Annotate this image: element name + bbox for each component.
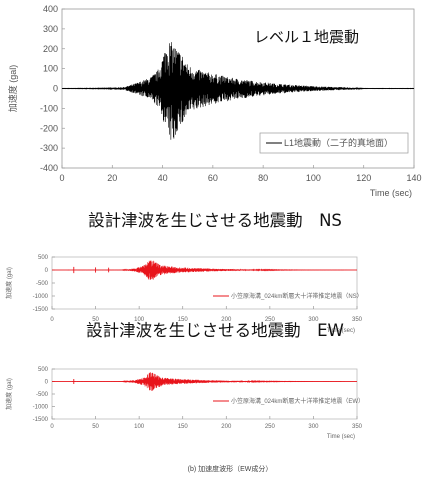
x-tick-label: 140 bbox=[406, 173, 421, 183]
x-tick-label: 80 bbox=[258, 173, 268, 183]
y-axis-title: 加速度 (gal) bbox=[5, 267, 13, 299]
y-tick-label: -200 bbox=[40, 123, 58, 133]
x-axis-title: Time (sec) bbox=[327, 328, 355, 334]
y-tick-label: -1500 bbox=[33, 307, 49, 313]
x-tick-label: 100 bbox=[134, 424, 145, 430]
y-tick-label: -300 bbox=[40, 143, 58, 153]
plot-frame-2 bbox=[51, 368, 358, 420]
waveform-trace-0 bbox=[61, 42, 415, 140]
x-tick-label: 100 bbox=[306, 173, 321, 183]
y-tick-label: -500 bbox=[36, 281, 49, 287]
x-tick-label: 100 bbox=[134, 317, 145, 323]
plot-frame-1 bbox=[51, 256, 358, 310]
x-tick-label: 150 bbox=[178, 317, 189, 323]
x-tick-label: 300 bbox=[308, 424, 319, 430]
y-tick-label: -1000 bbox=[33, 405, 49, 411]
x-tick-label: 200 bbox=[221, 424, 232, 430]
y-tick-label: -500 bbox=[36, 392, 49, 398]
x-tick-label: 60 bbox=[208, 173, 218, 183]
y-tick-label: 0 bbox=[45, 380, 49, 386]
x-tick-label: 200 bbox=[221, 317, 232, 323]
y-tick-label: 300 bbox=[43, 24, 58, 34]
y-axis-title: 加速度 (gal) bbox=[7, 65, 18, 113]
waveform-trace-2 bbox=[52, 372, 357, 391]
x-tick-label: 250 bbox=[265, 317, 276, 323]
x-tick-label: 0 bbox=[59, 173, 64, 183]
legend-label: 小笠原海溝_024km断層大十洋帯推定地震（NS） bbox=[231, 292, 363, 300]
y-tick-label: -400 bbox=[40, 163, 58, 173]
legend-box bbox=[259, 132, 409, 154]
x-axis-title: Time (sec) bbox=[327, 434, 355, 440]
x-tick-label: 0 bbox=[50, 424, 54, 430]
y-tick-label: 200 bbox=[43, 44, 58, 54]
chart-heading-ew: 設計津波を生じさせる地震動 EW bbox=[86, 321, 344, 340]
x-tick-label: 40 bbox=[158, 173, 168, 183]
y-tick-label: 0 bbox=[53, 84, 58, 94]
figure-caption: (b) 加速度波形（EW成分） bbox=[188, 464, 273, 473]
x-tick-label: 0 bbox=[50, 317, 54, 323]
y-axis-title: 加速度 (gal) bbox=[5, 378, 13, 410]
x-axis-title: Time (sec) bbox=[370, 188, 412, 198]
chart-heading-ns: 設計津波を生じさせる地震動 NS bbox=[88, 211, 342, 230]
y-tick-label: 400 bbox=[43, 4, 58, 14]
x-tick-label: 50 bbox=[92, 317, 99, 323]
legend-label: 小笠原海溝_024km断層大十洋帯推定地震（EW） bbox=[231, 397, 364, 405]
y-tick-label: -1000 bbox=[33, 294, 49, 300]
y-tick-label: -1500 bbox=[33, 417, 49, 423]
x-tick-label: 300 bbox=[308, 317, 319, 323]
x-tick-label: 120 bbox=[356, 173, 371, 183]
x-tick-label: 350 bbox=[352, 317, 363, 323]
y-tick-label: 100 bbox=[43, 64, 58, 74]
waveform-trace-1 bbox=[52, 260, 357, 281]
y-tick-label: 500 bbox=[38, 367, 49, 373]
y-tick-label: 500 bbox=[38, 255, 49, 261]
x-tick-label: 50 bbox=[92, 424, 99, 430]
y-tick-label: -100 bbox=[40, 103, 58, 113]
x-tick-label: 150 bbox=[178, 424, 189, 430]
chart-title-level1: レベル１地震動 bbox=[254, 28, 359, 46]
legend-label: L1地震動（二子的真地面） bbox=[284, 137, 393, 148]
x-tick-label: 20 bbox=[107, 173, 117, 183]
x-tick-label: 250 bbox=[265, 424, 276, 430]
y-tick-label: 0 bbox=[45, 268, 49, 274]
x-tick-label: 350 bbox=[352, 424, 363, 430]
